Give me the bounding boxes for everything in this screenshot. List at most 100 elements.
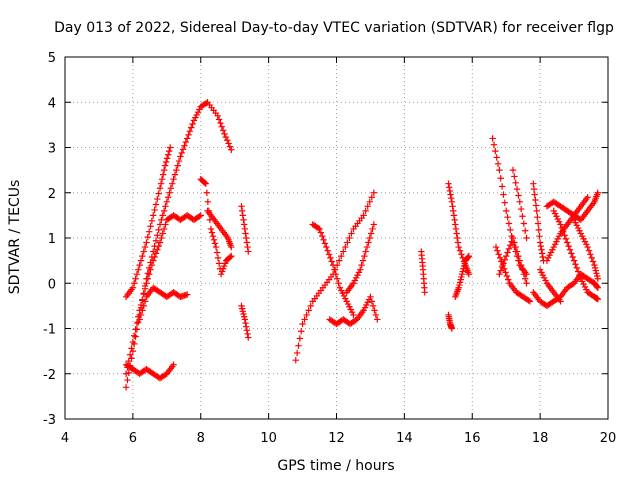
data-point-fill bbox=[566, 246, 574, 253]
data-point-fill bbox=[532, 202, 540, 209]
data-point-fill bbox=[515, 252, 522, 260]
data-point-fill bbox=[568, 250, 575, 257]
data-point-fill bbox=[517, 205, 525, 213]
data-point-fill bbox=[454, 234, 461, 242]
data-point bbox=[143, 280, 150, 287]
data-point bbox=[455, 243, 462, 251]
data-point-fill bbox=[201, 179, 209, 186]
data-point-fill bbox=[202, 99, 210, 107]
data-point-fill bbox=[155, 190, 162, 197]
data-point bbox=[156, 239, 164, 246]
data-point bbox=[245, 334, 252, 341]
data-point-fill bbox=[144, 275, 152, 282]
data-point bbox=[150, 212, 157, 219]
data-point bbox=[299, 320, 306, 328]
data-point-fill bbox=[371, 307, 378, 314]
data-point bbox=[557, 221, 564, 228]
data-point-fill bbox=[537, 242, 545, 250]
data-point-fill bbox=[503, 272, 511, 280]
data-point-fill bbox=[346, 234, 353, 242]
data-point-fill bbox=[140, 248, 147, 255]
data-point-fill bbox=[534, 213, 541, 221]
data-point bbox=[316, 225, 323, 233]
data-point-fill bbox=[572, 261, 579, 268]
data-point-fill bbox=[171, 171, 179, 178]
data-point bbox=[329, 261, 337, 269]
data-point-fill bbox=[152, 237, 160, 244]
data-point-fill bbox=[219, 127, 227, 134]
data-point-fill bbox=[520, 271, 528, 278]
grid bbox=[65, 57, 608, 419]
data-point-fill bbox=[147, 223, 154, 230]
data-point-fill bbox=[512, 179, 519, 186]
data-point-fill bbox=[348, 230, 355, 237]
data-point-fill bbox=[515, 192, 522, 199]
data-point-fill bbox=[303, 311, 310, 319]
data-point-fill bbox=[342, 243, 349, 251]
y-tick-label: 2 bbox=[48, 187, 56, 202]
data-point bbox=[509, 234, 517, 242]
data-point-fill bbox=[307, 302, 314, 310]
data-point-fill bbox=[536, 232, 543, 240]
data-point-fill bbox=[569, 253, 576, 261]
data-point-fill bbox=[494, 247, 501, 254]
data-point-fill bbox=[298, 328, 305, 335]
data-point bbox=[323, 243, 330, 251]
data-point bbox=[245, 248, 252, 255]
data-point-fill bbox=[166, 189, 173, 196]
data-point-fill bbox=[456, 247, 464, 254]
y-tick-label: 0 bbox=[48, 277, 56, 292]
y-axis: -3 -2 -1 0 1 2 3 4 5 bbox=[43, 51, 608, 428]
x-tick-label: 12 bbox=[328, 431, 345, 446]
data-point-fill bbox=[362, 207, 369, 215]
data-point-fill bbox=[139, 307, 146, 314]
data-point-fill bbox=[519, 266, 526, 273]
data-point-fill bbox=[319, 232, 326, 240]
data-point bbox=[129, 284, 137, 291]
data-point bbox=[496, 166, 503, 174]
data-point bbox=[207, 225, 215, 233]
data-point-fill bbox=[324, 247, 331, 254]
data-point bbox=[156, 221, 164, 228]
y-tick-label: 4 bbox=[48, 96, 56, 111]
data-point bbox=[241, 316, 249, 323]
data-point-fill bbox=[331, 266, 338, 273]
data-point-fill bbox=[494, 160, 502, 167]
data-point bbox=[202, 180, 210, 187]
data-point-fill bbox=[511, 173, 518, 180]
data-point-fill bbox=[504, 213, 511, 221]
data-point-fill bbox=[301, 316, 308, 323]
data-point-fill bbox=[501, 199, 509, 206]
data-point-fill bbox=[562, 235, 570, 243]
x-tick-label: 4 bbox=[61, 431, 69, 446]
data-point-fill bbox=[222, 133, 230, 141]
data-point-fill bbox=[244, 330, 251, 338]
data-point-fill bbox=[446, 187, 454, 195]
data-point-fill bbox=[154, 195, 161, 203]
data-point-fill bbox=[530, 185, 538, 193]
data-point-fill bbox=[358, 261, 365, 269]
data-point-fill bbox=[154, 232, 161, 239]
data-point bbox=[489, 135, 496, 142]
data-point-fill bbox=[124, 376, 131, 384]
data-point-fill bbox=[211, 240, 219, 247]
data-point-fill bbox=[505, 245, 513, 253]
data-point-fill bbox=[325, 251, 333, 258]
data-point bbox=[564, 239, 571, 246]
data-point bbox=[183, 291, 191, 298]
data-point-fill bbox=[242, 319, 249, 327]
data-point-fill bbox=[344, 239, 351, 246]
data-point-fill bbox=[128, 345, 135, 352]
data-point bbox=[374, 316, 381, 323]
data-point-fill bbox=[164, 194, 172, 201]
data-point-fill bbox=[495, 251, 502, 258]
data-point-fill bbox=[293, 349, 301, 357]
data-point-fill bbox=[189, 120, 196, 128]
data-point-fill bbox=[504, 249, 511, 256]
data-point bbox=[212, 243, 220, 251]
data-point-fill bbox=[160, 225, 168, 233]
data-point-fill bbox=[305, 307, 312, 314]
data-point-fill bbox=[163, 155, 171, 162]
x-axis: 4 6 8 10 12 14 16 18 20 bbox=[61, 57, 616, 446]
